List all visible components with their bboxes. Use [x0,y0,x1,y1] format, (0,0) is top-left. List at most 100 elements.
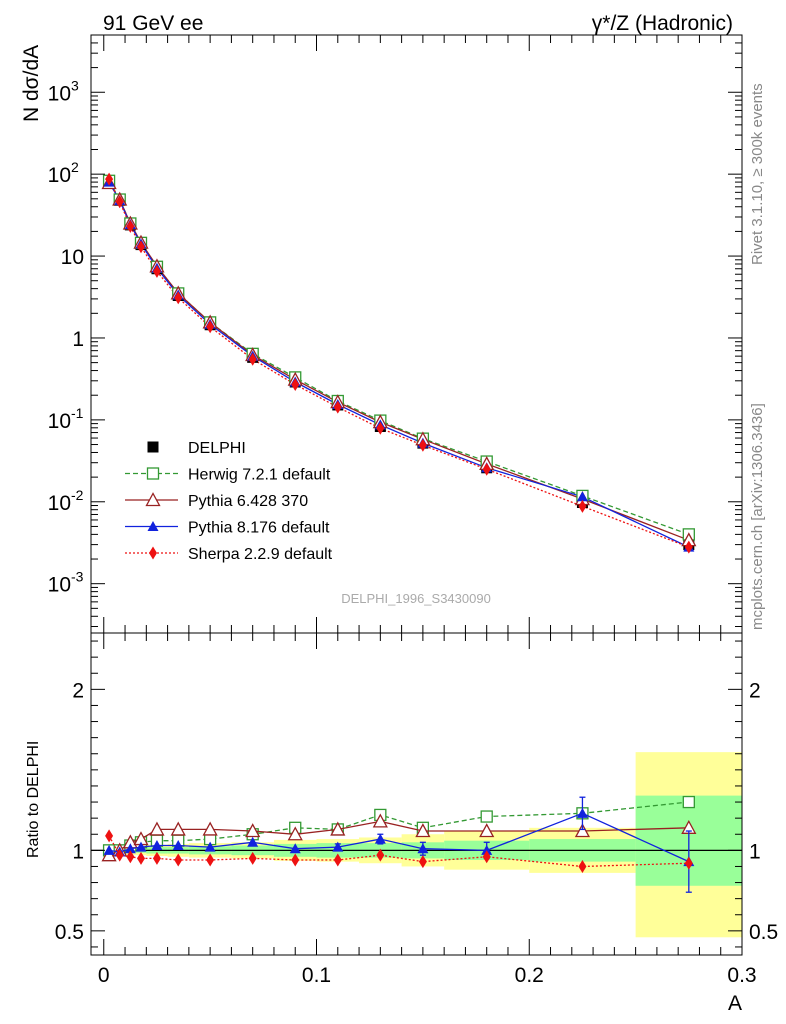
ratio-point [372,813,388,828]
ratio-point [170,821,186,836]
ratio-point [482,850,491,864]
y-tick-label: 10 [48,410,71,433]
y-tick-label: 10 [61,246,84,269]
legend-marker [147,441,159,453]
ratio-point [333,853,342,867]
data-point [248,352,257,366]
channel-label: γ*/Z (Hadronic) [592,12,733,35]
ratio-point [152,851,161,865]
ratio-point [115,848,124,862]
data-point [684,540,693,554]
ratio-point [291,853,300,867]
data-point [376,421,385,435]
ratio-point [289,843,301,854]
ratio-point [417,843,429,854]
ratio-point [682,795,695,809]
ratio-y-tick-label-right: 2 [749,679,761,702]
legend-marker [147,521,159,531]
ratio-point [374,833,386,844]
ratio-point [126,850,135,864]
mcplots-label: mcplots.cern.ch [arXiv:1306.3436] [749,403,766,630]
x-tick-label: 0 [98,964,110,987]
data-point [576,491,588,502]
legend: DELPHI Herwig 7.2.1 default Pythia 6.428 3… [125,440,333,563]
y-tick-label: 10 [48,82,71,105]
ratio-point [376,848,385,862]
y-tick-exponent: 3 [71,77,79,93]
ratio-point [151,840,163,851]
y-tick-label: 1 [72,328,84,351]
data-point [206,320,215,334]
data-point [333,400,342,414]
y-tick-label: 10 [48,164,71,187]
process-label: 91 GeV ee [103,12,203,35]
y-tick-exponent: -3 [71,569,84,585]
data-point [482,462,491,476]
ratio-point [206,853,215,867]
main-frame [90,34,743,634]
data-point [115,195,124,209]
legend-marker [145,492,161,507]
data-point [136,240,145,254]
ratio-y-tick-label-right: 0.5 [749,921,778,944]
x-axis-label: A [728,992,742,1015]
ratio-point [172,840,184,851]
ratio-point [684,856,693,870]
legend-entry: DELPHI [188,440,246,457]
y-tick-label: 10 [48,574,71,597]
data-point [578,499,587,513]
data-point [126,219,135,233]
legend-marker [149,546,157,560]
ratio-point [248,851,257,865]
ratio-point [204,841,216,852]
ratio-frame [90,632,743,956]
x-tick-label: 0.2 [515,964,544,987]
ratio-point [479,823,495,838]
legend-entry: Pythia 8.176 default [188,520,330,537]
data-point [291,378,300,392]
legend-entry: Herwig 7.2.1 default [188,467,331,484]
ratio-point [136,851,145,865]
y-tick-exponent: -2 [71,487,84,503]
data-point [105,172,114,186]
data-point [174,291,183,305]
data-point [418,438,427,452]
watermark-label: DELPHI_1996_S3430090 [341,591,491,606]
ratio-point [245,823,261,838]
ratio-point [103,844,115,855]
ratio-point [332,841,344,852]
legend-entry: Pythia 6.428 370 [188,493,308,510]
ratio-point [174,853,183,867]
ratio-point [418,855,427,869]
ratio-point [247,836,259,847]
ratio-point [135,841,147,852]
data-point [152,264,161,278]
ratio-y-tick-label: 1 [72,840,84,863]
ratio-point [576,807,588,818]
x-tick-label: 0.3 [727,964,756,987]
ratio-point [202,821,218,836]
ratio-y-tick-label-right: 1 [749,840,761,863]
ratio-y-tick-label: 2 [72,679,84,702]
ratio-point [480,810,493,823]
ratio-y-axis-label: Ratio to DELPHI [25,741,42,858]
main-y-axis-label: N dσ/dA [20,45,43,122]
legend-entry: Sherpa 2.2.9 default [188,546,333,563]
rivet-version-label: Rivet 3.1.10, ≥ 300k events [749,83,766,265]
ratio-point [105,829,114,843]
ratio-point [330,821,346,836]
y-tick-label: 10 [48,492,71,515]
ratio-point [574,823,591,838]
ratio-y-tick-label: 0.5 [55,921,84,944]
legend-marker [146,467,160,480]
ratio-point [481,844,493,855]
ratio-point [287,826,303,841]
ratio-point [124,843,136,854]
series-line [108,182,690,541]
ratio-point [578,859,587,873]
ratio-point [415,823,431,838]
y-tick-exponent: -1 [71,405,84,421]
y-tick-exponent: 2 [71,159,79,175]
